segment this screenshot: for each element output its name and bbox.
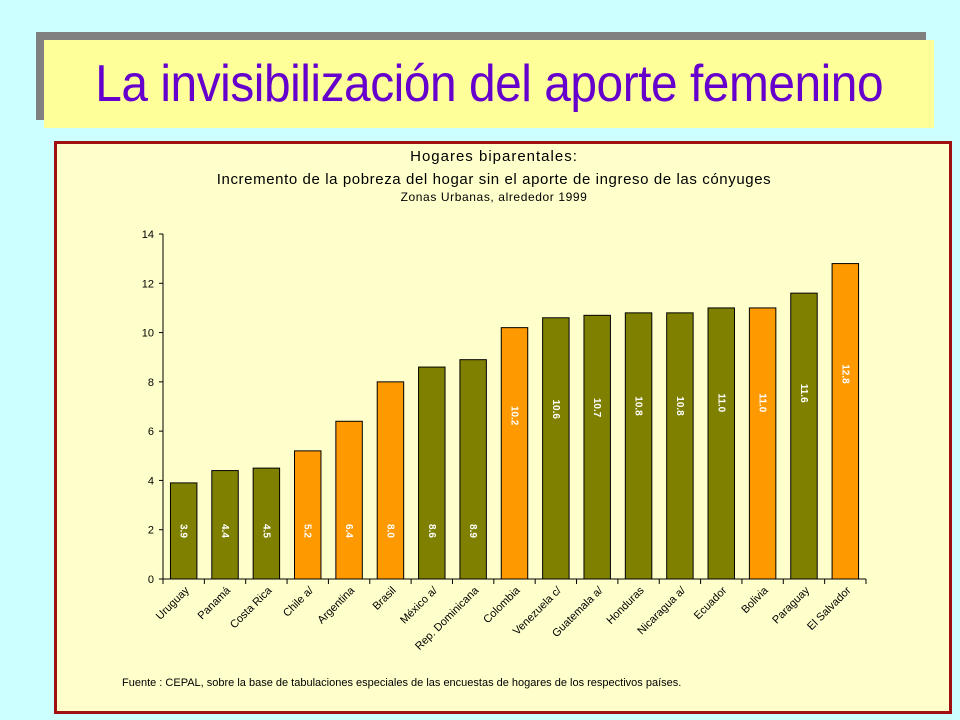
bar (666, 312, 694, 580)
title-box: La invisibilización del aporte femenino (44, 40, 934, 128)
y-tick-label: 8 (148, 377, 154, 389)
bar (252, 467, 281, 580)
bar-value-label: 5.2 (302, 524, 313, 538)
bar-value-label: 10.8 (674, 396, 685, 416)
bar-value-label: 10.7 (591, 398, 602, 418)
x-category-label: Ecuador (692, 584, 730, 622)
x-category-label: Chile a/ (281, 584, 317, 620)
slide-title: La invisibilización del aporte femenino (95, 55, 883, 113)
bar-value-label: 11.0 (757, 393, 768, 412)
bar (418, 366, 446, 580)
chart-subtitle: Incremento de la pobreza del hogar sin e… (217, 171, 772, 188)
bar-value-label: 3.9 (178, 524, 189, 538)
bar (707, 307, 735, 580)
x-category-label: Paraguay (770, 584, 812, 626)
bar (459, 359, 487, 580)
bar-value-label: 10.8 (633, 396, 644, 416)
chart-title: Hogares biparentales: (410, 148, 578, 165)
bar (542, 317, 570, 580)
bar (748, 307, 777, 580)
bar-value-label: 4.4 (219, 524, 230, 538)
bar-value-label: 4.5 (260, 524, 271, 538)
y-tick-label: 4 (148, 475, 154, 487)
bar (211, 470, 239, 580)
bar (790, 292, 818, 580)
y-tick-label: 14 (142, 229, 154, 241)
x-category-label: Costa Rica (228, 584, 275, 631)
bar (335, 420, 363, 580)
chart-source: Fuente : CEPAL, sobre la base de tabulac… (122, 677, 681, 689)
x-category-label: Bolivia (739, 584, 771, 616)
bar (583, 314, 611, 580)
x-category-label: Honduras (604, 584, 647, 627)
y-tick-label: 10 (142, 328, 154, 340)
x-category-label: Panamá (196, 584, 234, 622)
bar (831, 263, 860, 580)
bar-value-label: 11.0 (715, 393, 726, 412)
x-category-label: Brasil (371, 585, 399, 613)
bar-value-label: 6.4 (343, 524, 354, 538)
y-tick-label: 0 (148, 574, 154, 586)
bar-value-label: 8.9 (467, 524, 478, 538)
bar (624, 312, 653, 580)
y-tick-label: 12 (142, 278, 154, 290)
x-category-label: México a/ (398, 584, 440, 626)
y-tick-label: 2 (148, 525, 154, 537)
bar-value-label: 10.2 (509, 406, 520, 426)
chart-subtitle-2: Zonas Urbanas, alrededor 1999 (401, 190, 588, 204)
bar (376, 381, 405, 580)
x-category-label: El Salvador (805, 584, 853, 632)
bar-value-label: 11.6 (798, 384, 809, 403)
bar-value-label: 10.6 (550, 399, 561, 419)
y-tick-label: 6 (148, 426, 154, 438)
bar-value-label: 12.8 (839, 364, 850, 384)
x-category-label: Uruguay (154, 584, 192, 622)
x-category-label: Argentina (315, 584, 357, 626)
bar (169, 482, 198, 580)
bar (500, 327, 529, 580)
bar-value-label: 8.6 (426, 524, 437, 538)
bar (294, 450, 322, 580)
bar-value-label: 8.0 (384, 524, 395, 538)
x-category-label: Colombia (481, 584, 523, 626)
